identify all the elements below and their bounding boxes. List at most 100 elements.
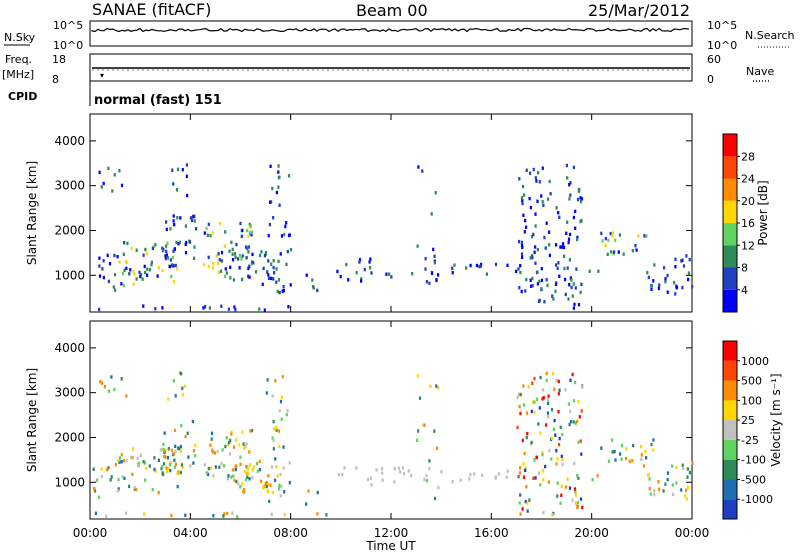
velocity-echo-cell xyxy=(495,475,498,479)
power-echo-cell xyxy=(531,255,534,260)
power-echo-cell xyxy=(277,259,280,264)
velocity-echo-cell xyxy=(519,411,522,416)
velocity-echo-cell xyxy=(269,483,272,487)
velocity-echo-cell xyxy=(541,453,544,457)
velocity-echo-cell xyxy=(277,429,281,433)
velocity-echo-cell xyxy=(538,406,541,410)
power-echo-cell xyxy=(207,265,210,269)
velocity-echo-cell xyxy=(440,470,443,474)
velocity-echo-cell xyxy=(271,465,274,469)
velocity-echo-cell xyxy=(553,387,556,391)
velocity-echo-cell xyxy=(214,465,217,469)
velocity-echo-cell xyxy=(552,427,555,431)
power-echo-cell xyxy=(606,252,609,256)
power-echo-cell xyxy=(358,260,361,264)
velocity-echo-cell xyxy=(425,474,428,478)
velocity-echo-cell xyxy=(436,446,439,450)
power-echo-cell xyxy=(577,189,581,193)
power-echo-cell xyxy=(533,250,536,254)
power-echo-cell xyxy=(316,288,319,293)
velocity-echo-cell xyxy=(266,378,269,382)
velocity-echo-cell xyxy=(218,465,221,469)
velocity-echo-cell xyxy=(282,445,285,449)
power-echo-cell xyxy=(217,252,220,256)
velocity-echo-cell xyxy=(223,512,226,516)
velocity-echo-cell xyxy=(125,394,128,398)
nave-label: Nave xyxy=(746,65,774,78)
power-echo-cell xyxy=(563,254,566,259)
power-echo-cell xyxy=(254,270,258,274)
power-echo-cell xyxy=(549,192,552,196)
power-echo-cell xyxy=(567,297,570,301)
velocity-echo-cell xyxy=(167,447,170,451)
power-echo-cell xyxy=(248,225,251,229)
power-echo-cell xyxy=(190,218,194,222)
power-echo-cell xyxy=(154,307,157,311)
power-echo-cell xyxy=(145,251,149,256)
velocity-echo-cell xyxy=(181,393,184,397)
power-colorbar-tick-label: 12 xyxy=(741,239,755,252)
power-echo-cell xyxy=(520,196,524,200)
power-echo-cell xyxy=(540,278,544,283)
velocity-echo-cell xyxy=(664,482,667,486)
velocity-colorbar-swatch xyxy=(723,499,737,519)
power-echo-cell xyxy=(385,272,388,276)
velocity-echo-cell xyxy=(525,485,528,489)
power-echo-cell xyxy=(279,252,282,256)
power-echo-cell xyxy=(657,286,660,291)
velocity-echo-cell xyxy=(168,462,171,467)
velocity-echo-cell xyxy=(131,472,134,476)
velocity-echo-cell xyxy=(180,424,183,428)
power-echo-cell xyxy=(523,230,526,234)
power-echo-cell xyxy=(102,259,105,263)
velocity-echo-cell xyxy=(533,400,536,404)
velocity-echo-cell xyxy=(278,409,281,413)
velocity-echo-cell xyxy=(99,379,102,384)
power-colorbar-tick-label: 16 xyxy=(741,217,755,230)
velocity-echo-cell xyxy=(652,448,655,452)
velocity-echo-cell xyxy=(681,463,684,467)
velocity-echo-cell xyxy=(559,501,562,505)
power-echo-cell xyxy=(519,264,522,268)
power-echo-cell xyxy=(277,185,280,189)
velocity-echo-cell xyxy=(271,394,274,398)
power-echo-cell xyxy=(518,177,521,181)
power-echo-cell xyxy=(208,306,211,310)
velocity-echo-cell xyxy=(370,483,373,487)
velocity-echo-cell xyxy=(256,469,259,473)
power-echo-cell xyxy=(650,284,653,288)
velocity-echo-cell xyxy=(531,400,534,404)
velocity-echo-cell xyxy=(133,485,136,490)
power-echo-cell xyxy=(98,274,102,278)
power-echo-cell xyxy=(529,278,532,282)
power-colorbar: 4 8 12 16 20 24 28 xyxy=(722,133,755,313)
velocity-echo-cell xyxy=(644,449,647,453)
velocity-echo-cell xyxy=(423,423,426,427)
power-echo-cell xyxy=(666,273,669,278)
power-echo-cell xyxy=(424,256,427,261)
power-echo-cell xyxy=(289,283,292,287)
velocity-echo-cell xyxy=(671,483,674,487)
power-echo-cell xyxy=(569,193,572,197)
freq-marker-icon: ▾ xyxy=(100,71,104,80)
power-echo-cell xyxy=(536,248,539,252)
power-echo-cell xyxy=(238,266,241,270)
power-echo-cell xyxy=(241,277,244,282)
power-data-cells xyxy=(98,163,694,312)
velocity-echo-cell xyxy=(557,392,560,396)
power-echo-cell xyxy=(528,196,531,201)
power-echo-cell xyxy=(112,285,115,289)
velocity-echo-cell xyxy=(137,464,140,468)
power-echo-cell xyxy=(485,272,488,276)
velocity-echo-cell xyxy=(176,484,179,489)
velocity-echo-cell xyxy=(469,472,472,477)
velocity-echo-cell xyxy=(675,465,678,470)
velocity-echo-cell xyxy=(433,429,436,433)
velocity-echo-cell xyxy=(178,371,181,375)
velocity-echo-cell xyxy=(278,483,281,488)
nsky-tick-bottom: 10^0 xyxy=(53,39,83,52)
power-echo-cell xyxy=(129,268,132,272)
velocity-echo-cell xyxy=(163,449,166,453)
velocity-y-ticks: 1000 2000 3000 4000 xyxy=(54,341,692,489)
velocity-echo-cell xyxy=(285,413,288,417)
